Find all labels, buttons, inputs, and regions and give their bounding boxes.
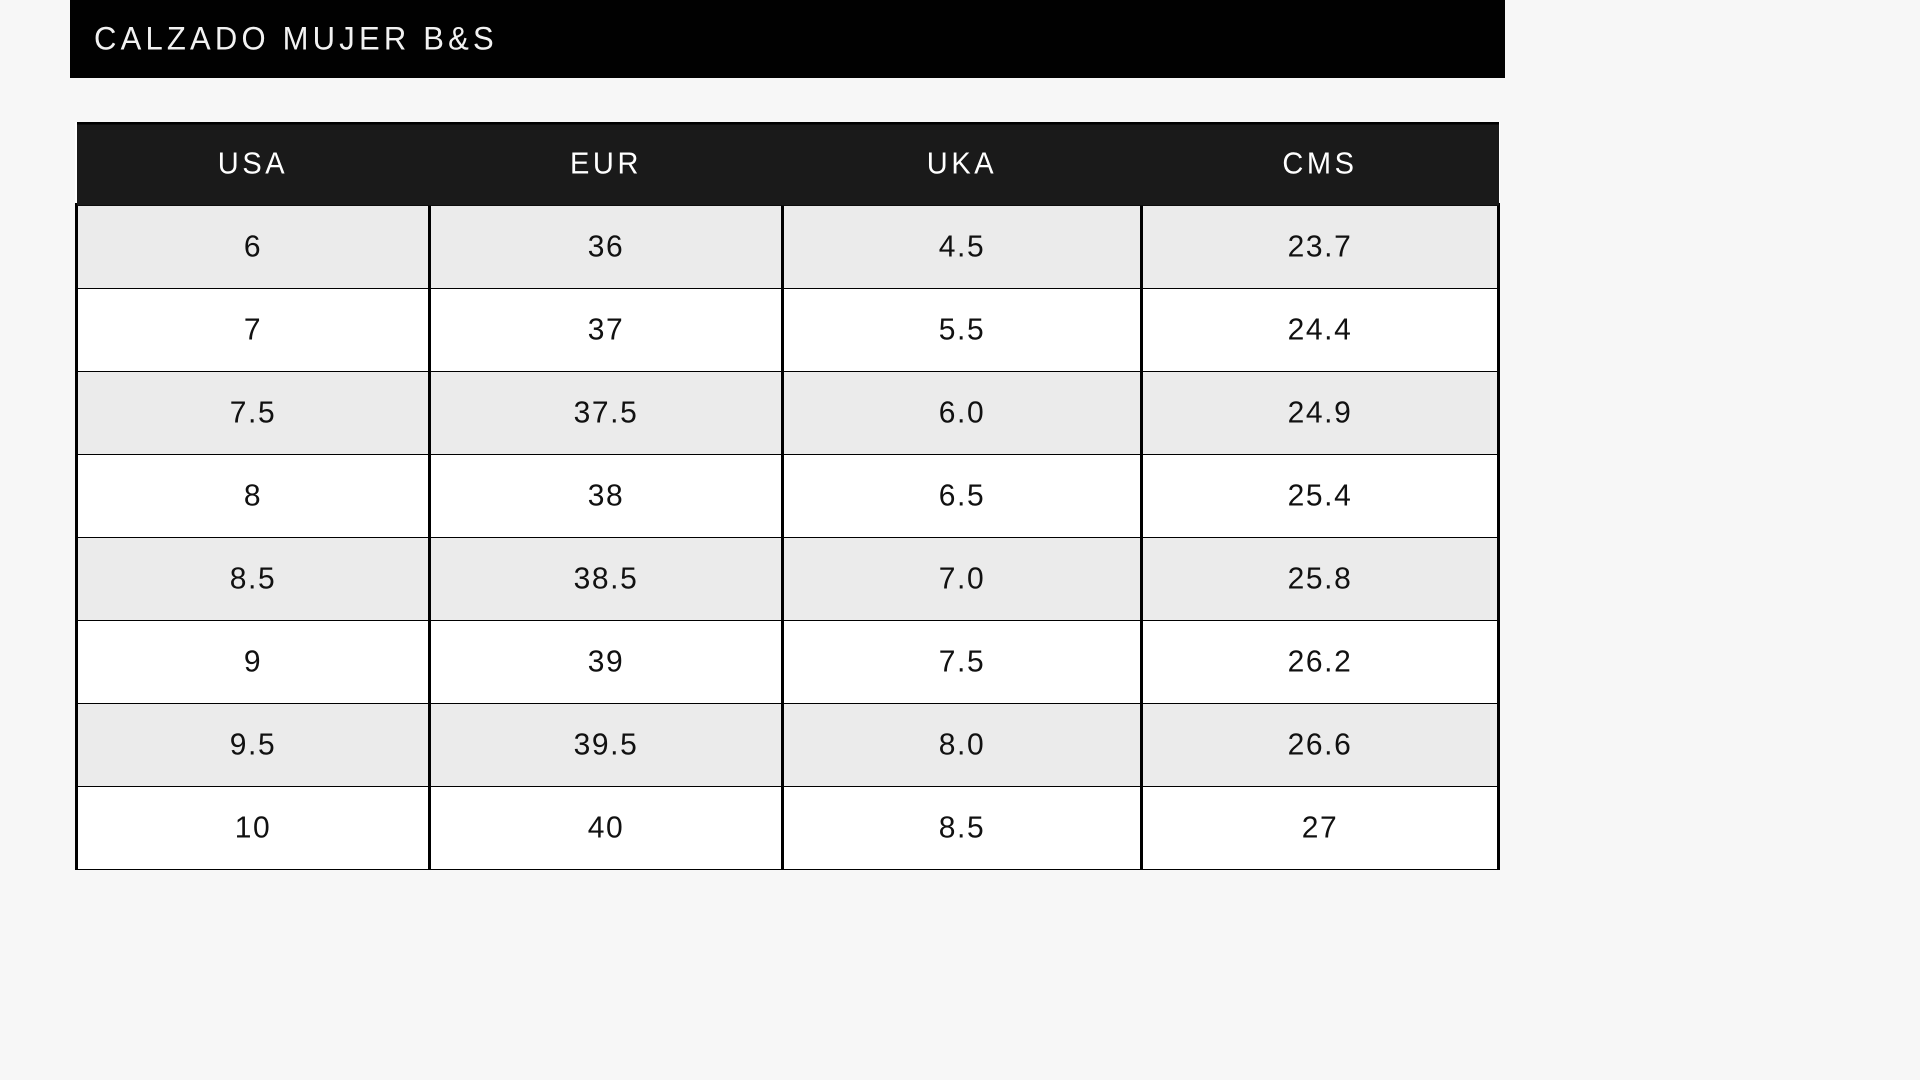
cell-cms: 25.8 xyxy=(1140,533,1500,623)
cell-usa: 10 xyxy=(75,782,431,872)
cell-uka: 4.5 xyxy=(781,201,1143,291)
cell-uka: 8.0 xyxy=(781,699,1143,789)
cell-cms: 24.9 xyxy=(1140,367,1500,457)
cell-eur: 40 xyxy=(428,782,784,872)
cell-uka: 7.5 xyxy=(781,616,1143,706)
column-header-usa: USA xyxy=(76,120,430,207)
cell-uka: 5.5 xyxy=(781,284,1143,374)
table-header-row: USA EUR UKA CMS xyxy=(76,120,1499,207)
cell-cms: 27 xyxy=(1140,782,1500,872)
cell-cms: 24.4 xyxy=(1140,284,1500,374)
table-row: 9 39 7.5 26.2 xyxy=(75,616,1500,706)
cell-eur: 39 xyxy=(428,616,784,706)
table-row: 8 38 6.5 25.4 xyxy=(75,450,1500,540)
cell-eur: 39.5 xyxy=(428,699,784,789)
cell-eur: 38 xyxy=(428,450,784,540)
cell-uka: 6.0 xyxy=(781,367,1143,457)
cell-usa: 8.5 xyxy=(75,533,431,623)
column-header-uka: UKA xyxy=(782,120,1142,207)
page-title: CALZADO MUJER B&S xyxy=(94,20,498,57)
cell-uka: 8.5 xyxy=(781,782,1143,872)
cell-cms: 23.7 xyxy=(1140,201,1500,291)
table-row: 9.5 39.5 8.0 26.6 xyxy=(75,699,1500,789)
column-header-cms: CMS xyxy=(1141,120,1499,207)
cell-cms: 26.2 xyxy=(1140,616,1500,706)
cell-usa: 9.5 xyxy=(75,699,431,789)
cell-uka: 7.0 xyxy=(781,533,1143,623)
cell-usa: 9 xyxy=(75,616,431,706)
cell-eur: 37.5 xyxy=(428,367,784,457)
cell-uka: 6.5 xyxy=(781,450,1143,540)
table-row: 7 37 5.5 24.4 xyxy=(75,284,1500,374)
table-row: 10 40 8.5 27 xyxy=(75,782,1500,872)
cell-usa: 8 xyxy=(75,450,431,540)
cell-usa: 7 xyxy=(75,284,431,374)
table-row: 6 36 4.5 23.7 xyxy=(75,201,1500,291)
size-conversion-table: USA EUR UKA CMS 6 36 4.5 23.7 7 37 5.5 2 xyxy=(75,120,1500,872)
cell-eur: 36 xyxy=(428,201,784,291)
table-row: 8.5 38.5 7.0 25.8 xyxy=(75,533,1500,623)
title-banner: CALZADO MUJER B&S xyxy=(70,0,1505,78)
cell-eur: 37 xyxy=(428,284,784,374)
table-body: 6 36 4.5 23.7 7 37 5.5 24.4 7.5 37.5 6.0… xyxy=(75,201,1500,872)
size-chart-container: USA EUR UKA CMS 6 36 4.5 23.7 7 37 5.5 2 xyxy=(75,120,1500,872)
cell-eur: 38.5 xyxy=(428,533,784,623)
cell-cms: 25.4 xyxy=(1140,450,1500,540)
column-header-eur: EUR xyxy=(429,120,783,207)
cell-cms: 26.6 xyxy=(1140,699,1500,789)
table-header: USA EUR UKA CMS xyxy=(76,120,1499,207)
table-row: 7.5 37.5 6.0 24.9 xyxy=(75,367,1500,457)
cell-usa: 7.5 xyxy=(75,367,431,457)
cell-usa: 6 xyxy=(75,201,431,291)
